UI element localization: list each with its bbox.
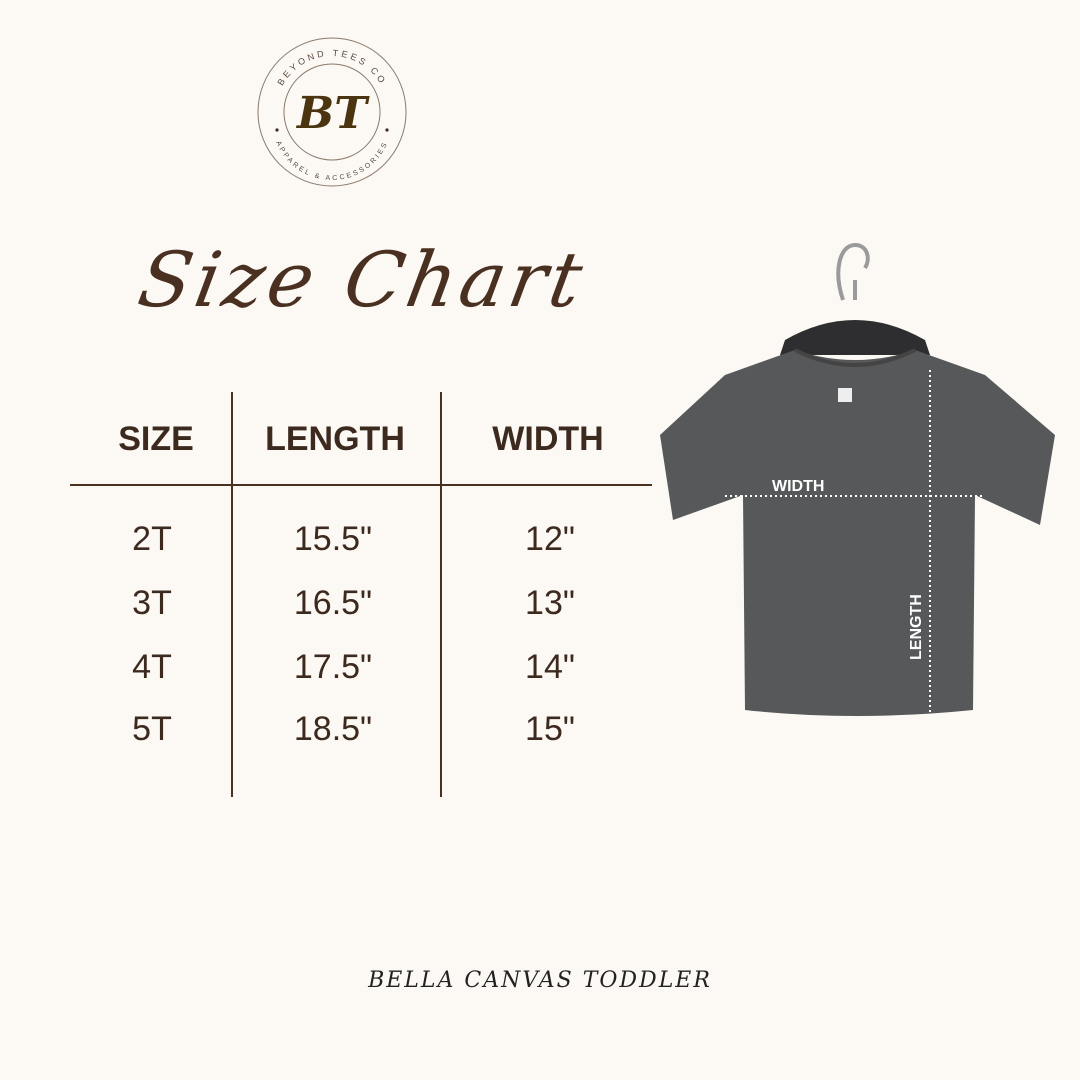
- logo-top-text: BEYOND TEES CO: [275, 48, 385, 87]
- column-divider: [440, 392, 442, 797]
- logo-bottom-text: APPAREL & ACCESSORIES: [274, 140, 387, 182]
- column-divider: [231, 392, 233, 797]
- svg-text:APPAREL & ACCESSORIES: APPAREL & ACCESSORIES: [274, 140, 389, 182]
- hanger-hook-icon: [836, 242, 870, 301]
- width-cell: 12": [525, 520, 575, 558]
- page-title: Size Chart: [132, 235, 593, 324]
- hanger-icon: [780, 320, 930, 355]
- brand-logo: BEYOND TEES CO APPAREL & ACCESSORIES BT: [257, 37, 407, 187]
- width-cell: 13": [525, 584, 575, 622]
- width-cell: 15": [525, 710, 575, 748]
- width-cell: 14": [525, 648, 575, 686]
- tshirt-body-icon: [660, 350, 1055, 716]
- header-length: LENGTH: [265, 420, 405, 458]
- header-size: SIZE: [118, 420, 194, 458]
- length-cell: 17.5": [293, 648, 373, 686]
- header-width: WIDTH: [492, 420, 604, 458]
- size-cell: 5T: [132, 710, 172, 748]
- width-label: WIDTH: [772, 478, 824, 495]
- length-cell: 16.5": [293, 584, 373, 622]
- length-cell: 15.5": [293, 520, 373, 558]
- length-label: LENGTH: [908, 594, 925, 660]
- svg-text:BEYOND TEES CO: BEYOND TEES CO: [275, 48, 388, 87]
- tshirt-image: WIDTH LENGTH: [660, 242, 1055, 716]
- logo-initials: BT: [295, 88, 370, 139]
- product-name: BELLA CANVAS TODDLER: [368, 968, 712, 993]
- size-cell: 3T: [132, 584, 172, 622]
- length-cell: 18.5": [293, 710, 373, 748]
- header-divider: [70, 484, 652, 486]
- size-cell: 2T: [132, 520, 172, 558]
- size-cell: 4T: [132, 648, 172, 686]
